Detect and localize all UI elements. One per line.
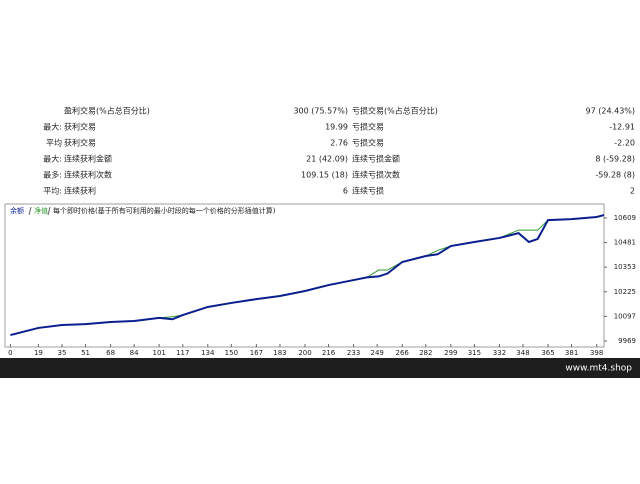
x-tick-label: 101 bbox=[152, 349, 165, 357]
x-tick-label: 51 bbox=[81, 349, 90, 357]
stat-label: 连续获利金额 bbox=[64, 154, 112, 164]
row-prefix: 最大: bbox=[43, 154, 62, 164]
x-tick-label: 348 bbox=[516, 349, 529, 357]
y-tick-label: 10353 bbox=[614, 263, 636, 271]
stat-value: 21 (42.09) bbox=[306, 155, 348, 164]
stat-value: -2.20 bbox=[614, 139, 635, 148]
x-tick-label: 216 bbox=[322, 349, 336, 357]
x-tick-label: 183 bbox=[273, 349, 286, 357]
footer-bar bbox=[0, 358, 640, 378]
stat-label: 获利交易 bbox=[64, 122, 96, 132]
legend-entry: 余额 bbox=[10, 206, 24, 215]
x-tick-label: 117 bbox=[176, 349, 189, 357]
x-tick-label: 150 bbox=[225, 349, 238, 357]
x-tick-label: 332 bbox=[493, 349, 506, 357]
stat-label: 亏损交易 bbox=[352, 122, 384, 132]
x-tick-label: 84 bbox=[130, 349, 139, 357]
stat-value: 6 bbox=[343, 187, 348, 196]
series-line bbox=[10, 214, 605, 337]
x-tick-label: 233 bbox=[347, 349, 360, 357]
y-tick-label: 9969 bbox=[618, 337, 636, 345]
x-tick-label: 68 bbox=[106, 349, 115, 357]
legend-note: 每个即时价格(基于所有可利用的最小时段的每一个价格的分形插值计算) bbox=[53, 206, 276, 215]
stat-value: 2.76 bbox=[330, 139, 348, 148]
x-tick-label: 365 bbox=[541, 349, 554, 357]
x-tick-label: 299 bbox=[444, 349, 457, 357]
legend-entry: 净值 bbox=[34, 206, 48, 215]
x-tick-label: 19 bbox=[34, 349, 43, 357]
stat-value: 300 (75.57%) bbox=[293, 107, 348, 116]
x-tick-label: 266 bbox=[396, 349, 410, 357]
x-tick-label: 398 bbox=[590, 349, 603, 357]
row-prefix: 平均 bbox=[46, 138, 62, 148]
stat-value: -12.91 bbox=[609, 123, 635, 132]
row-prefix: 最大: bbox=[43, 122, 62, 132]
x-tick-label: 134 bbox=[201, 349, 215, 357]
stat-value: 97 (24.43%) bbox=[586, 107, 635, 116]
row-prefix: 最多: bbox=[43, 170, 62, 180]
x-tick-label: 35 bbox=[58, 349, 67, 357]
footer-text: www.mt4.shop bbox=[565, 364, 632, 374]
chart-frame bbox=[4, 203, 605, 348]
stat-label: 盈利交易(%占总百分比) bbox=[64, 106, 150, 116]
x-tick-label: 200 bbox=[298, 349, 311, 357]
y-tick-label: 10097 bbox=[614, 312, 636, 320]
x-tick-label: 0 bbox=[8, 349, 12, 357]
x-tick-label: 282 bbox=[419, 349, 432, 357]
stat-value: 8 (-59.28) bbox=[595, 155, 635, 164]
row-prefix: 平均: bbox=[43, 186, 62, 196]
stat-label: 连续获利 bbox=[64, 186, 96, 196]
stat-label: 连续亏损次数 bbox=[352, 170, 400, 180]
stat-label: 连续亏损 bbox=[352, 186, 384, 196]
stat-label: 亏损交易 bbox=[352, 138, 384, 148]
legend-separator bbox=[28, 206, 32, 216]
x-tick-label: 167 bbox=[250, 349, 263, 357]
y-tick-label: 10481 bbox=[614, 239, 636, 247]
stat-value: 2 bbox=[630, 187, 635, 196]
stat-value: -59.28 (8) bbox=[595, 171, 635, 180]
y-tick-label: 10225 bbox=[614, 288, 636, 296]
stat-value: 19.99 bbox=[325, 123, 348, 132]
stat-label: 连续获利次数 bbox=[64, 170, 112, 180]
stat-label: 连续亏损金额 bbox=[352, 154, 400, 164]
stat-label: 获利交易 bbox=[64, 138, 96, 148]
y-tick-label: 10609 bbox=[614, 214, 636, 222]
x-tick-label: 381 bbox=[565, 349, 578, 357]
x-tick-label: 315 bbox=[468, 349, 481, 357]
legend-separator bbox=[47, 206, 51, 216]
stat-label: 亏损交易(%占总百分比) bbox=[352, 106, 438, 116]
stat-value: 109.15 (18) bbox=[301, 171, 348, 180]
x-tick-label: 249 bbox=[370, 349, 383, 357]
